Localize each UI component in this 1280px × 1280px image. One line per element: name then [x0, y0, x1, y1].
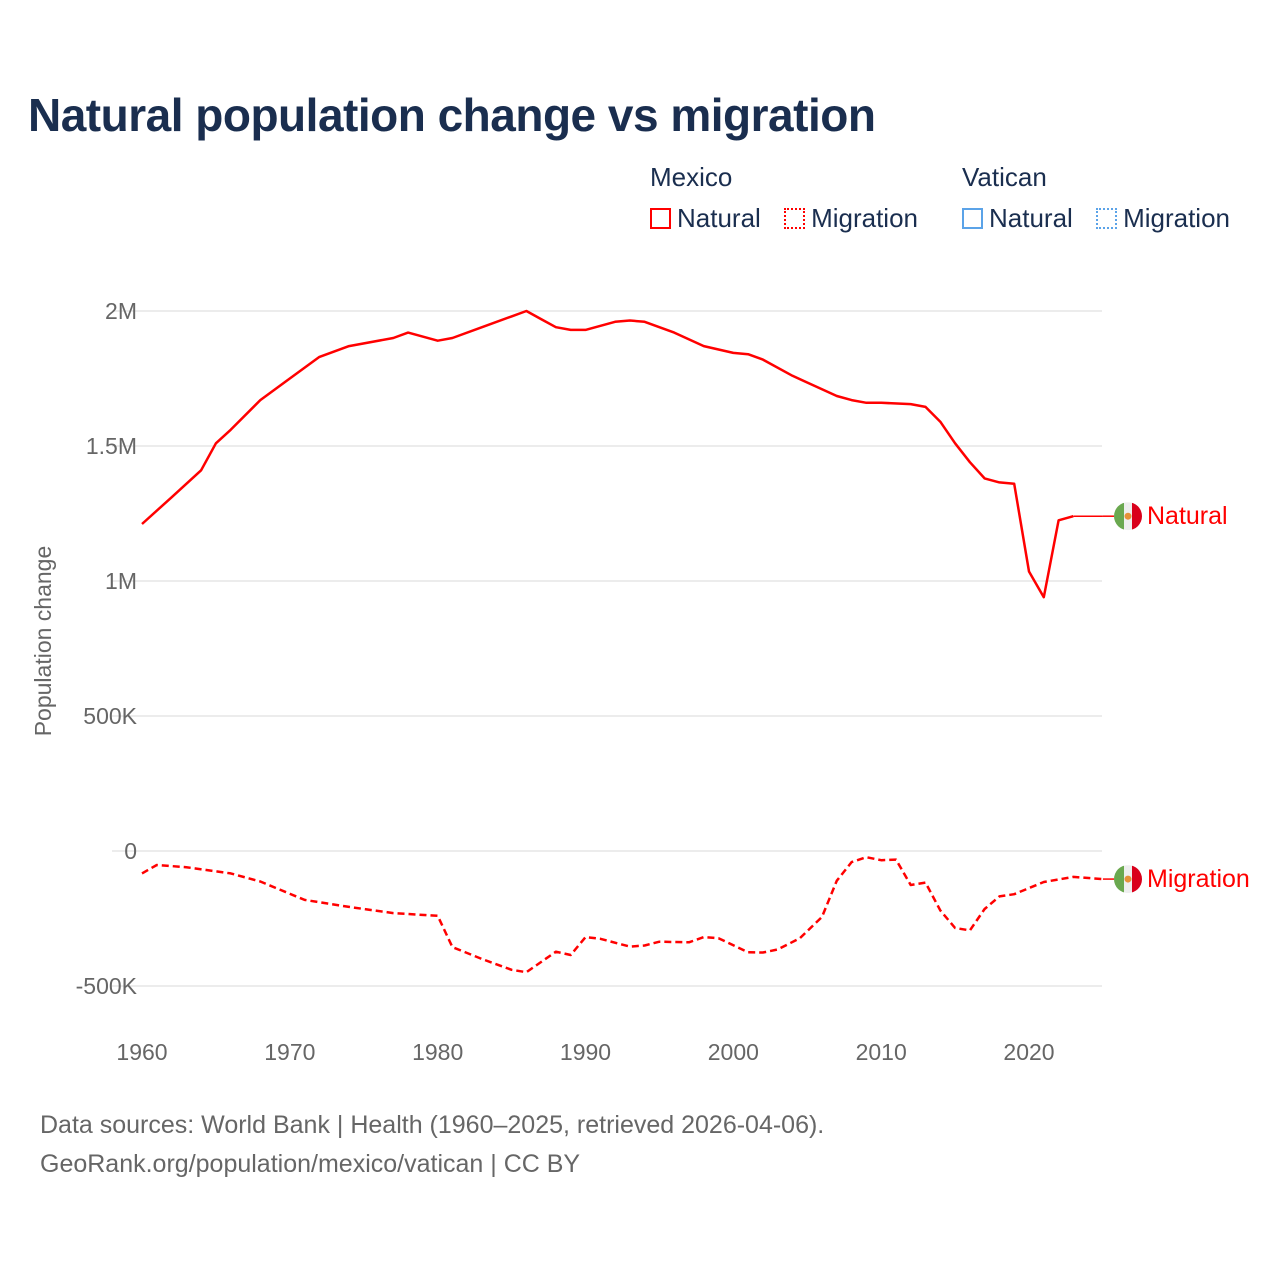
- legend-swatch-solid: [650, 208, 671, 229]
- mexico-flag-icon: [1114, 502, 1142, 531]
- y-tick-label: 1.5M: [86, 433, 137, 459]
- flag-emblem: [1124, 875, 1132, 883]
- legend-group-mexico: Mexico Natural Migration: [650, 162, 934, 236]
- footer-link[interactable]: GeoRank.org/population/mexico/vatican | …: [40, 1150, 581, 1178]
- series-line-mexico-migration: [141, 855, 1103, 974]
- legend-swatch-dotted: [1096, 208, 1118, 229]
- flag-green: [1114, 502, 1124, 531]
- legend-label: Migration: [1123, 203, 1230, 233]
- legend-title-mexico: Mexico: [650, 162, 733, 192]
- legend-swatch-dotted: [784, 208, 806, 229]
- x-tick-label: 1990: [560, 1039, 611, 1065]
- footer-sources: Data sources: World Bank | Health (1960–…: [40, 1111, 825, 1139]
- legend-label: Migration: [811, 203, 918, 233]
- x-tick-label: 1960: [116, 1039, 167, 1065]
- x-tick-label: 2010: [856, 1039, 907, 1065]
- flag-red: [1132, 502, 1142, 531]
- legend-item-mexico-natural[interactable]: Natural: [650, 203, 761, 234]
- x-tick-label: 2000: [708, 1039, 759, 1065]
- legend-item-vatican-migration[interactable]: Migration: [1096, 203, 1230, 234]
- footer: Data sources: World Bank | Health (1960–…: [40, 1106, 824, 1184]
- legend-label: Natural: [989, 203, 1073, 233]
- legend-group-vatican: Vatican Natural Migration: [962, 162, 1230, 236]
- y-tick-label: 0: [124, 838, 137, 864]
- y-axis-label: Population change: [30, 546, 56, 737]
- series-end-label: Migration: [1147, 865, 1250, 893]
- flag-emblem: [1124, 512, 1132, 520]
- y-tick-label: -500K: [76, 973, 138, 999]
- legend-item-vatican-natural[interactable]: Natural: [962, 203, 1073, 234]
- y-tick-label: 1M: [105, 568, 137, 594]
- y-tick-label: 500K: [83, 703, 137, 729]
- series-line-mexico-natural: [141, 309, 1074, 599]
- legend-label: Natural: [677, 203, 761, 233]
- legend-swatch-solid: [962, 208, 983, 229]
- x-tick-label: 1970: [264, 1039, 315, 1065]
- legend-title-vatican: Vatican: [962, 162, 1047, 192]
- flag-green: [1114, 865, 1124, 894]
- x-tick-label: 2020: [1003, 1039, 1054, 1065]
- x-tick-label: 1980: [412, 1039, 463, 1065]
- mexico-flag-icon: [1114, 865, 1142, 894]
- legend-item-mexico-migration[interactable]: Migration: [784, 203, 918, 234]
- y-tick-label: 2M: [105, 298, 137, 324]
- series-end-label: Natural: [1147, 502, 1228, 530]
- chart-title: Natural population change vs migration: [28, 89, 876, 141]
- flag-red: [1132, 865, 1142, 894]
